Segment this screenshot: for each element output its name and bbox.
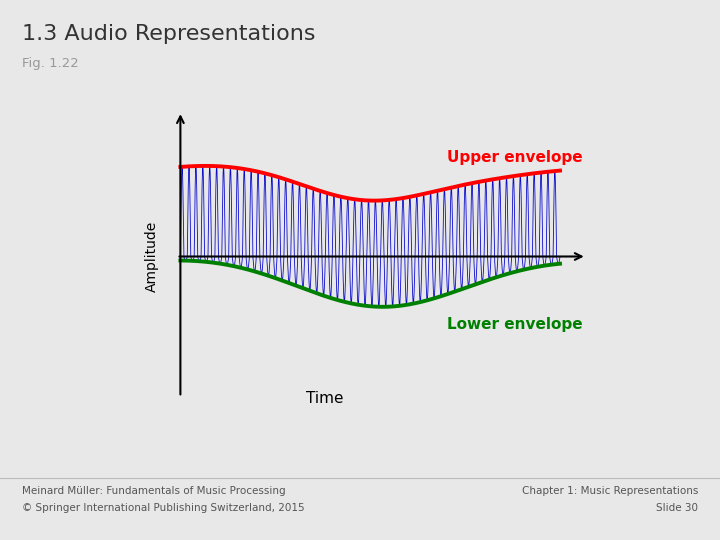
Text: Meinard Müller: Fundamentals of Music Processing: Meinard Müller: Fundamentals of Music Pr… [22, 486, 285, 496]
Text: Chapter 1: Music Representations: Chapter 1: Music Representations [522, 486, 698, 496]
Text: Amplitude: Amplitude [145, 221, 159, 292]
Text: 1.3 Audio Representations: 1.3 Audio Representations [22, 24, 315, 44]
Text: Upper envelope: Upper envelope [447, 150, 582, 165]
Text: Fig. 1.22: Fig. 1.22 [22, 57, 78, 70]
Text: © Springer International Publishing Switzerland, 2015: © Springer International Publishing Swit… [22, 503, 305, 514]
Text: Lower envelope: Lower envelope [447, 317, 582, 332]
Text: Slide 30: Slide 30 [657, 503, 698, 514]
Text: Time: Time [306, 391, 343, 406]
